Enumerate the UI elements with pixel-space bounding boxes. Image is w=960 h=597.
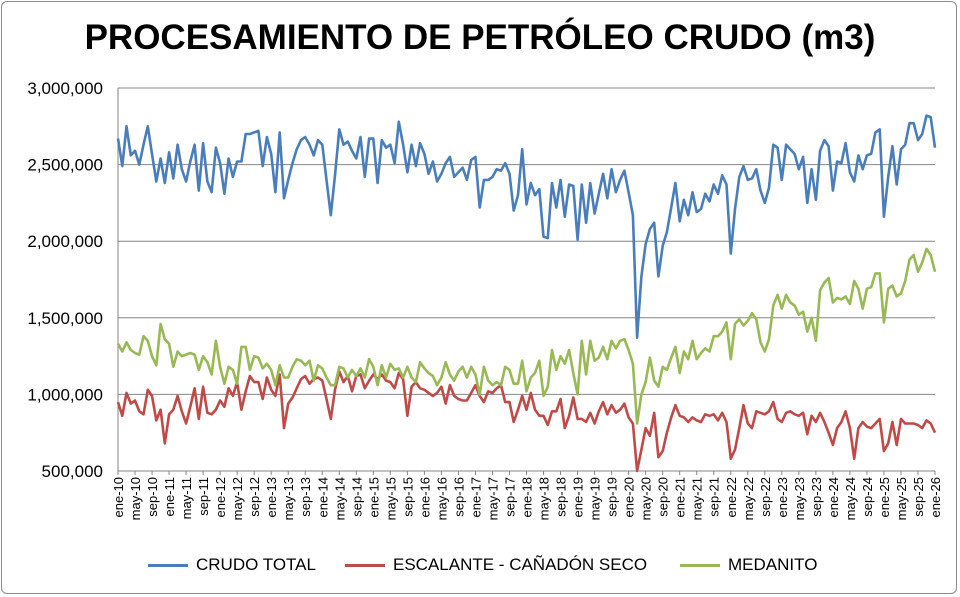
x-tick-label: sep-13 — [298, 477, 313, 517]
x-tick-label: may-18 — [537, 477, 552, 520]
x-tick-label: sep-10 — [145, 477, 160, 517]
x-tick-label: ene-25 — [877, 477, 892, 517]
x-tick-label: ene-16 — [417, 477, 432, 517]
x-tick-label: ene-20 — [622, 477, 637, 517]
x-tick-label: ene-13 — [264, 477, 279, 517]
x-tick-label: may-23 — [792, 477, 807, 520]
legend-label: CRUDO TOTAL — [196, 555, 316, 574]
x-tick-label: ene-18 — [520, 477, 535, 517]
x-tick-label: sep-18 — [554, 477, 569, 517]
y-tick-label: 1,000,000 — [27, 385, 103, 404]
x-tick-label: ene-12 — [213, 477, 228, 517]
x-tick-label: ene-26 — [928, 477, 943, 517]
x-tick-label: ene-21 — [673, 477, 688, 517]
x-tick-label: sep-17 — [502, 477, 517, 517]
x-tick-label: sep-14 — [349, 477, 364, 517]
x-tick-label: ene-14 — [315, 477, 330, 517]
x-tick-label: may-25 — [894, 477, 909, 520]
x-tick-label: ene-19 — [571, 477, 586, 517]
legend-label: MEDANITO — [728, 555, 818, 574]
legend-item-medanito: MEDANITO — [680, 553, 817, 577]
x-tick-label: may-21 — [690, 477, 705, 520]
x-tick-label: may-24 — [843, 477, 858, 520]
x-tick-label: sep-23 — [809, 477, 824, 517]
x-tick-label: may-17 — [485, 477, 500, 520]
x-tick-label: ene-23 — [775, 477, 790, 517]
x-tick-label: sep-19 — [605, 477, 620, 517]
x-tick-label: may-15 — [383, 477, 398, 520]
x-tick-label: sep-21 — [707, 477, 722, 517]
x-tick-label: ene-17 — [468, 477, 483, 517]
y-tick-label: 1,500,000 — [27, 309, 103, 328]
x-tick-label: may-14 — [332, 477, 347, 520]
x-tick-label: may-12 — [230, 477, 245, 520]
x-tick-label: may-13 — [281, 477, 296, 520]
x-tick-label: may-22 — [741, 477, 756, 520]
x-tick-label: sep-15 — [400, 477, 415, 517]
x-tick-label: may-10 — [128, 477, 143, 520]
legend-label: ESCALANTE - CAÑADÓN SECO — [393, 555, 648, 574]
legend-item-escalante: ESCALANTE - CAÑADÓN SECO — [345, 553, 647, 577]
x-tick-label: ene-24 — [826, 477, 841, 517]
x-tick-label: sep-20 — [656, 477, 671, 517]
x-tick-label: sep-16 — [451, 477, 466, 517]
y-tick-label: 2,500,000 — [27, 156, 103, 175]
series-line-medanito — [116, 247, 937, 425]
x-tick-label: ene-10 — [111, 477, 126, 517]
x-tick-label: ene-22 — [724, 477, 739, 517]
x-tick-label: ene-15 — [366, 477, 381, 517]
x-tick-label: may-19 — [588, 477, 603, 520]
x-tick-label: may-16 — [434, 477, 449, 520]
legend-swatch — [345, 563, 385, 567]
legend-swatch — [148, 563, 188, 567]
x-tick-label: may-20 — [639, 477, 654, 520]
y-tick-label: 500,000 — [42, 462, 103, 481]
series-line-escalante-canadon-seco — [116, 370, 937, 473]
x-tick-label: ene-11 — [162, 477, 177, 517]
chart-title: PROCESAMIENTO DE PETRÓLEO CRUDO (m3) — [84, 18, 876, 57]
x-tick-label: sep-24 — [860, 477, 875, 517]
x-tick-label: sep-22 — [758, 477, 773, 517]
x-tick-label: sep-12 — [247, 477, 262, 517]
legend-item-crudo-total: CRUDO TOTAL — [148, 553, 316, 577]
legend-swatch — [680, 563, 720, 567]
x-tick-label: may-11 — [179, 477, 194, 519]
series-line-crudo-total — [116, 114, 937, 340]
y-tick-label: 2,000,000 — [27, 232, 103, 251]
y-tick-label: 3,000,000 — [27, 79, 103, 98]
x-tick-label: sep-11 — [196, 477, 211, 516]
x-tick-label: sep-25 — [911, 477, 926, 517]
